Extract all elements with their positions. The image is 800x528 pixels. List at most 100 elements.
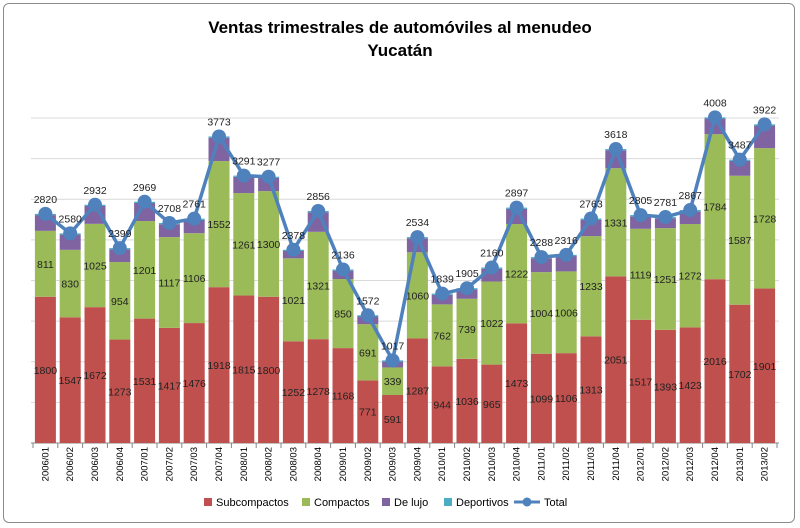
x-tick-label: 2007/04 <box>214 447 225 481</box>
bar-compactos <box>282 258 304 342</box>
total-label: 2932 <box>83 185 107 197</box>
total-label: 2897 <box>505 188 529 200</box>
data-label: 1517 <box>629 376 653 388</box>
bar-subcompactos <box>530 353 552 443</box>
total-label: 3291 <box>232 156 256 168</box>
bar-subcompactos <box>332 348 354 443</box>
data-label: 1393 <box>654 381 678 393</box>
legend-label: Compactos <box>314 497 370 509</box>
bar-de-lujo <box>59 234 81 250</box>
bar-compactos <box>109 262 131 340</box>
bar-subcompactos <box>382 394 404 443</box>
data-label: 739 <box>458 324 476 336</box>
data-label: 1119 <box>630 269 652 281</box>
bar-de-lujo <box>729 160 751 176</box>
bar-compactos <box>406 252 428 339</box>
total-label: 2534 <box>406 217 430 229</box>
bar-subcompactos <box>357 380 379 443</box>
total-label: 1017 <box>381 340 405 352</box>
data-label: 1423 <box>679 380 703 392</box>
bar-compactos <box>704 134 726 280</box>
bar-compactos <box>59 249 81 318</box>
bar-compactos <box>84 223 106 308</box>
total-label: 3618 <box>604 129 628 141</box>
bar-subcompactos <box>307 339 329 443</box>
total-label: 4008 <box>703 97 727 109</box>
bar-compactos <box>158 237 180 328</box>
marker-total <box>38 206 53 221</box>
data-label: 1815 <box>232 364 256 376</box>
total-label: 1905 <box>455 268 479 280</box>
data-label: 1106 <box>183 273 206 285</box>
data-label: 2016 <box>703 356 727 368</box>
chart-title: Ventas trimestrales de automóviles al me… <box>208 18 592 37</box>
bar-compactos <box>382 367 404 395</box>
bar-subcompactos <box>605 276 627 443</box>
bar-subcompactos <box>704 279 726 443</box>
data-label: 1021 <box>282 295 306 307</box>
bar-compactos <box>357 324 379 381</box>
bar-subcompactos <box>654 329 676 443</box>
marker-total <box>360 308 375 323</box>
legend-label: Subcompactos <box>216 497 289 509</box>
marker-total <box>88 197 102 212</box>
x-tick-label: 2006/01 <box>40 447 51 481</box>
bar-subcompactos <box>406 338 428 443</box>
data-label: 1106 <box>555 393 578 405</box>
x-tick-label: 2011/01 <box>536 447 547 481</box>
marker-total <box>336 262 350 277</box>
bar-subcompactos <box>506 323 528 443</box>
data-label: 1233 <box>579 281 603 293</box>
x-tick-label: 2008/04 <box>313 447 324 481</box>
marker-total <box>162 215 177 230</box>
x-tick-label: 2012/04 <box>710 447 721 481</box>
marker-total <box>236 168 251 183</box>
x-tick-label: 2012/03 <box>685 447 696 481</box>
data-label: 944 <box>433 400 451 412</box>
marker-total <box>261 169 276 184</box>
x-tick-label: 2006/04 <box>115 447 126 481</box>
legend-marker <box>522 497 532 507</box>
total-label: 2763 <box>579 199 603 211</box>
data-label: 954 <box>111 296 129 308</box>
x-tick-label: 2007/02 <box>164 447 175 481</box>
marker-total <box>63 226 78 241</box>
x-tick-label: 2013/02 <box>760 447 771 481</box>
data-label: 1025 <box>83 261 107 273</box>
bar-compactos <box>605 168 627 277</box>
marker-total <box>137 194 152 209</box>
total-label: 2316 <box>555 235 579 247</box>
bar-subcompactos <box>481 364 503 443</box>
total-label: 3277 <box>257 157 281 169</box>
bar-subcompactos <box>34 296 56 443</box>
data-label: 1531 <box>133 376 157 388</box>
x-tick-label: 2008/02 <box>264 447 275 481</box>
bar-compactos <box>456 298 478 359</box>
x-tick-label: 2011/02 <box>561 447 572 481</box>
x-tick-label: 2013/01 <box>735 447 746 481</box>
data-label: 1252 <box>282 387 306 399</box>
data-label: 1901 <box>753 361 777 373</box>
total-label: 2160 <box>480 248 504 260</box>
bar-compactos <box>183 233 205 324</box>
marker-total <box>608 142 623 157</box>
legend-label: Total <box>544 497 567 509</box>
data-label: 1417 <box>158 380 182 392</box>
marker-total <box>509 200 524 215</box>
data-label: 1168 <box>332 391 355 403</box>
bar-subcompactos <box>456 358 478 443</box>
x-tick-label: 2010/02 <box>462 447 473 481</box>
legend-swatch <box>444 498 452 506</box>
bar-compactos <box>134 221 156 319</box>
data-label: 1287 <box>406 386 430 398</box>
data-label: 1476 <box>183 378 207 390</box>
bar-subcompactos <box>282 341 304 443</box>
total-label: 2708 <box>158 203 182 215</box>
bar-compactos <box>307 231 329 340</box>
bar-subcompactos <box>630 319 652 443</box>
marker-total <box>460 281 474 296</box>
marker-total <box>311 203 326 218</box>
total-label: 2136 <box>331 249 355 261</box>
bar-compactos <box>258 191 280 297</box>
total-label: 2580 <box>59 213 83 225</box>
